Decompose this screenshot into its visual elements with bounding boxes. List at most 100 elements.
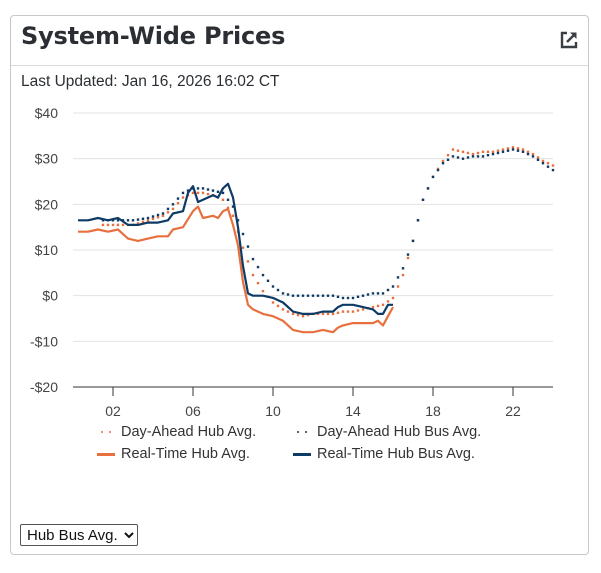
legend-item-real-time-hub[interactable]: Real-Time Hub Avg.	[97, 446, 250, 462]
series-point	[141, 220, 145, 223]
series-point	[381, 303, 385, 306]
series-point	[496, 151, 500, 155]
series-point	[551, 164, 555, 167]
x-tick-label: 02	[105, 403, 121, 419]
series-point	[526, 152, 530, 156]
series-point	[451, 155, 455, 158]
y-tick-label: $30	[35, 151, 59, 167]
series-point	[306, 313, 310, 317]
series-point	[441, 162, 445, 165]
legend-item-day-ahead-hub[interactable]: Day-Ahead Hub Avg.	[97, 424, 256, 440]
series-point	[481, 155, 485, 158]
series-point	[351, 310, 355, 313]
series-day-ahead-hub-bus-avg	[101, 148, 555, 300]
series-point	[136, 222, 140, 225]
series-point	[291, 294, 295, 297]
dotted-line-swatch-icon	[97, 427, 115, 437]
y-axis: -$20 -$10 $0 $10 $20 $30 $40	[30, 105, 58, 395]
series-point	[111, 219, 115, 222]
series-point	[221, 191, 225, 195]
external-link-icon	[560, 31, 578, 49]
series-point	[321, 294, 325, 297]
series-point	[296, 294, 300, 297]
x-tick-label: 18	[425, 403, 441, 419]
series-point	[381, 292, 385, 295]
series-point	[181, 196, 185, 199]
series-point	[206, 188, 210, 191]
series-point	[186, 189, 190, 192]
series-point	[501, 148, 505, 151]
series-point	[456, 149, 460, 152]
series-point	[111, 223, 115, 227]
series-point	[376, 292, 380, 295]
series-point	[156, 213, 160, 217]
series-point	[236, 219, 240, 222]
series-point	[241, 232, 245, 236]
series-point	[396, 276, 400, 279]
series-point	[281, 292, 285, 295]
series-point	[401, 273, 405, 277]
series-point	[231, 214, 235, 217]
series-point	[146, 216, 150, 220]
series-point	[226, 198, 230, 201]
series-point	[171, 207, 175, 211]
series-point	[176, 197, 180, 200]
series-point	[536, 158, 540, 161]
series-point	[531, 155, 535, 158]
series-point	[321, 312, 325, 316]
series-point	[266, 279, 270, 282]
series-point	[271, 301, 275, 304]
series-point	[446, 154, 450, 157]
series-point	[116, 219, 120, 222]
series-point	[351, 296, 355, 300]
series-point	[401, 267, 405, 270]
legend-item-day-ahead-hub-bus[interactable]: Day-Ahead Hub Bus Avg.	[293, 424, 481, 440]
series-point	[516, 149, 520, 152]
series-point	[491, 150, 495, 153]
series-point	[341, 296, 345, 300]
series-point	[536, 156, 540, 159]
page-title: System-Wide Prices	[21, 22, 286, 50]
y-tick-label: $10	[35, 242, 59, 258]
series-point	[101, 223, 105, 227]
series-point	[446, 158, 450, 161]
series-point	[216, 190, 220, 193]
series-point	[496, 149, 500, 152]
solid-line-swatch-icon	[97, 449, 115, 459]
x-tick-label: 22	[505, 403, 521, 419]
y-tick-label: -$10	[30, 333, 58, 349]
series-point	[531, 152, 535, 156]
series-point	[511, 146, 515, 149]
series-point	[506, 149, 510, 152]
series-point	[286, 293, 290, 296]
series-point	[176, 202, 180, 205]
series-point	[466, 156, 470, 159]
series-point	[256, 281, 260, 285]
x-axis: 02 06 10 14 18 22	[73, 386, 553, 419]
series-point	[486, 154, 490, 157]
series-point	[166, 207, 170, 211]
series-point	[301, 315, 305, 318]
series-point	[451, 148, 455, 151]
solid-line-swatch-icon	[293, 449, 311, 459]
series-type-select[interactable]: Hub Bus Avg.	[20, 524, 138, 546]
legend-label: Day-Ahead Hub Avg.	[121, 424, 257, 440]
series-point	[241, 246, 245, 249]
series-point	[151, 215, 155, 218]
series-point	[106, 223, 110, 227]
legend-label: Day-Ahead Hub Bus Avg.	[317, 424, 482, 440]
series-point	[181, 191, 185, 195]
external-link-button[interactable]	[559, 30, 579, 50]
series-point	[376, 304, 380, 308]
series-point	[131, 219, 135, 222]
series-point	[361, 294, 365, 297]
series-point	[276, 304, 280, 308]
series-point	[421, 198, 425, 201]
legend-item-real-time-hub-bus[interactable]: Real-Time Hub Bus Avg.	[293, 446, 475, 462]
series-point	[141, 217, 145, 220]
series-point	[276, 288, 280, 292]
series-point	[361, 308, 365, 311]
series-point	[456, 156, 460, 159]
series-point	[551, 168, 555, 172]
series-point	[336, 295, 340, 298]
